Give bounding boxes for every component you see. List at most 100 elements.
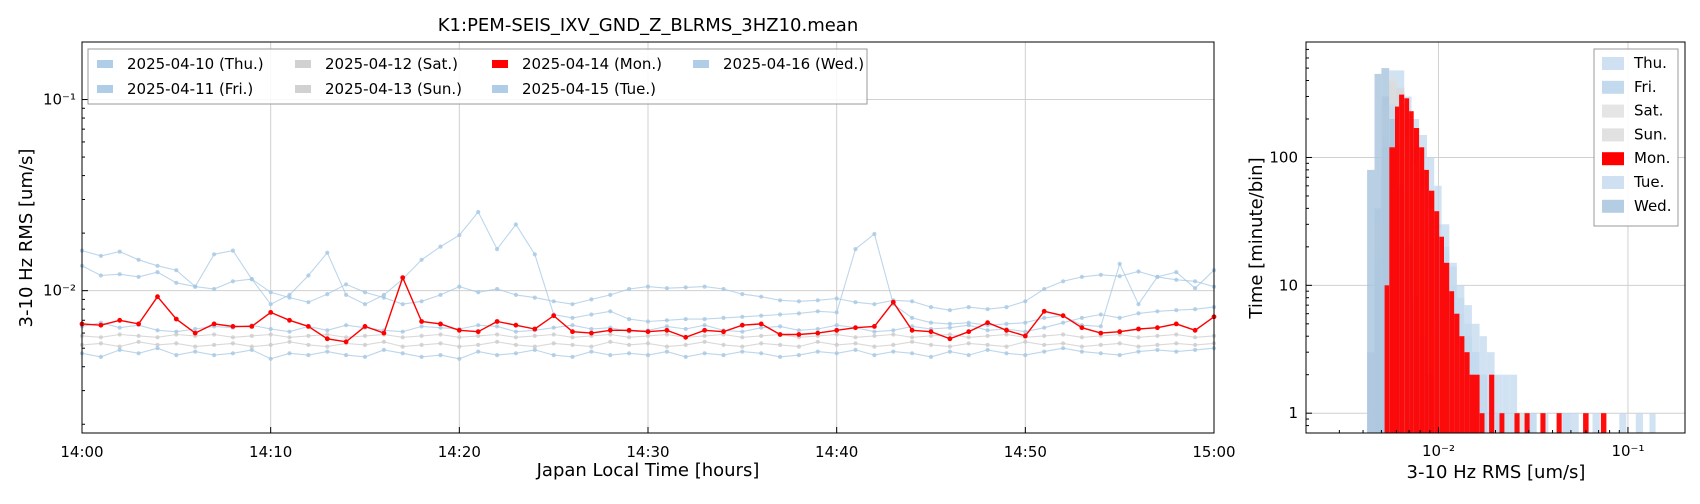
series-point (985, 320, 990, 326)
series-point (1136, 302, 1141, 307)
series-point (758, 321, 764, 327)
series-point (589, 326, 594, 332)
series-point (249, 347, 254, 352)
series-point (607, 327, 613, 333)
series-point (230, 351, 235, 356)
series-point (419, 319, 424, 324)
histogram-legend-label: Fri. (1634, 78, 1657, 96)
series-point (438, 341, 443, 346)
histogram-legend-swatch (1602, 80, 1624, 94)
series-point (1136, 326, 1141, 332)
series-point (117, 249, 122, 254)
series-point (645, 319, 651, 324)
series-point (928, 354, 934, 359)
histogram-legend: Thu. Fri. Sat. Sun. Mon. Tue. Wed. (1593, 48, 1679, 227)
timeseries-x-tick-label: 14:40 (815, 443, 858, 461)
series-point (287, 329, 292, 334)
series-point (193, 284, 198, 289)
series-point (268, 326, 273, 332)
series-point (608, 332, 613, 337)
legend-label: 2025-04-12 (Sat.) (325, 55, 458, 73)
series-point (287, 339, 292, 344)
series-point (1004, 351, 1009, 356)
series-6 (79, 346, 1217, 361)
series-point (777, 332, 783, 337)
series-point (476, 342, 481, 347)
histogram-bar (1556, 413, 1562, 433)
histogram-bar (1474, 374, 1480, 433)
series-point (721, 315, 726, 320)
timeseries-x-tick-label: 14:00 (60, 443, 103, 461)
series-point (532, 295, 537, 300)
series-point (570, 354, 575, 359)
legend-label: 2025-04-13 (Sun.) (325, 80, 462, 98)
series-point (683, 354, 688, 359)
series-point (1098, 272, 1103, 277)
series-point (570, 323, 575, 328)
series-point (249, 344, 254, 349)
series-point (419, 257, 424, 262)
histogram-bar (1509, 374, 1518, 433)
series-point (759, 351, 764, 356)
series-point (947, 349, 953, 354)
series-point (400, 335, 405, 340)
timeseries-title: K1:PEM-SEIS_IXV_GND_Z_BLRMS_3HZ10.mean (438, 15, 859, 36)
series-point (645, 333, 651, 338)
series-point (589, 312, 594, 317)
histogram-bar (1381, 68, 1390, 433)
series-point (702, 327, 707, 333)
histogram-y-tick-label: 1 (1288, 404, 1298, 422)
histogram-bar (1409, 111, 1414, 433)
series-point (853, 335, 858, 340)
series-point (1042, 342, 1047, 347)
series-point (702, 339, 707, 344)
series-point (230, 324, 236, 329)
series-point (1061, 341, 1066, 346)
series-point (98, 273, 103, 278)
series-point (1174, 308, 1179, 313)
series-point (872, 329, 877, 334)
series-point (721, 353, 726, 358)
histogram-y-tick-label: 10 (1279, 276, 1298, 294)
series-point (853, 341, 858, 346)
series-point (1042, 333, 1047, 338)
series-point (532, 347, 537, 352)
series-point (136, 257, 141, 262)
histogram-y-tick-label: 100 (1269, 148, 1298, 166)
series-point (174, 353, 179, 358)
series-point (400, 344, 405, 349)
series-point (325, 292, 330, 297)
series-point (796, 328, 802, 333)
series-point (589, 297, 594, 302)
histogram-xlabel: 3-10 Hz RMS [um/s] (1407, 462, 1586, 483)
series-point (608, 292, 613, 297)
series-point (947, 325, 953, 330)
histogram-bar (1434, 211, 1440, 433)
series-point (1079, 325, 1085, 331)
series-point (683, 342, 688, 347)
series-point (513, 292, 519, 297)
series-point (947, 336, 953, 342)
series-point (1004, 321, 1009, 326)
series-point (627, 286, 632, 292)
series-point (834, 296, 839, 301)
series-point (117, 325, 122, 330)
series-point (985, 328, 990, 333)
series-point (966, 335, 971, 340)
series-point (589, 349, 594, 354)
series-point (608, 353, 613, 358)
series-point (1061, 346, 1066, 351)
series-point (589, 330, 594, 336)
histogram-legend-swatch (1602, 152, 1624, 166)
series-point (966, 329, 972, 335)
series-point (910, 335, 915, 340)
series-point (778, 342, 783, 347)
series-point (966, 320, 971, 325)
series-point (457, 284, 462, 289)
histogram-bar (1424, 169, 1429, 433)
histogram-bar (1449, 291, 1455, 433)
series-0 (79, 263, 1217, 313)
series-point (1061, 320, 1066, 325)
series-point (796, 344, 802, 349)
series-point (476, 323, 481, 328)
